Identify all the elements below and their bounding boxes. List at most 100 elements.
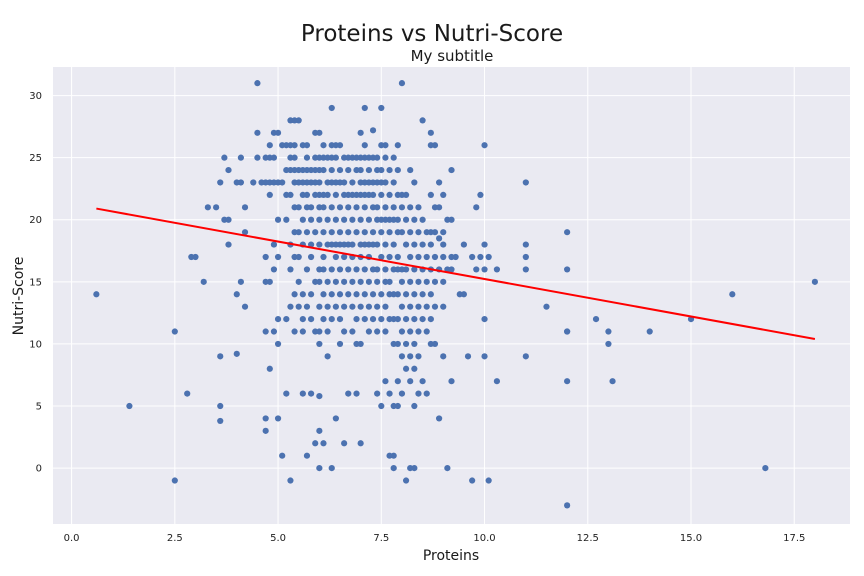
scatter-point (398, 229, 406, 236)
scatter-point (382, 266, 389, 273)
scatter-point (493, 266, 501, 273)
scatter-point (431, 303, 439, 310)
scatter-point (415, 229, 422, 236)
scatter-point (316, 328, 323, 335)
scatter-point (469, 477, 476, 484)
scatter-point (427, 191, 434, 199)
scatter-point (320, 204, 327, 211)
scatter-point (349, 216, 356, 223)
scatter-point (402, 365, 410, 372)
scatter-point (382, 154, 389, 161)
scatter-point (200, 278, 207, 285)
scatter-point (361, 229, 368, 236)
scatter-point (270, 154, 278, 161)
scatter-point (374, 303, 381, 310)
scatter-point (481, 315, 488, 323)
scatter-point (341, 179, 348, 186)
scatter-point (316, 303, 323, 310)
scatter-point (386, 191, 393, 199)
scatter-point (349, 328, 356, 335)
scatter-point (287, 266, 294, 273)
scatter-point (481, 241, 488, 248)
scatter-point (378, 166, 385, 174)
scatter-point (270, 328, 278, 335)
scatter-point (407, 278, 414, 285)
scatter-point (361, 104, 368, 112)
scatter-point (274, 253, 282, 261)
scatter-point (336, 291, 344, 298)
scatter-point (419, 315, 426, 323)
scatter-point (382, 179, 389, 186)
scatter-point (361, 315, 368, 323)
scatter-point (365, 216, 373, 223)
scatter-point (357, 340, 364, 348)
scatter-point (415, 390, 422, 397)
scatter-point (394, 142, 401, 149)
scatter-point (382, 204, 389, 211)
scatter-point (217, 353, 224, 360)
scatter-point (522, 241, 529, 248)
scatter-point (307, 315, 315, 323)
scatter-point (481, 353, 488, 360)
scatter-point (365, 328, 373, 335)
scatter-point (345, 204, 352, 211)
scatter-point (407, 328, 414, 335)
scatter-point (291, 142, 298, 149)
scatter-point (295, 253, 302, 261)
scatter-point (440, 191, 447, 199)
scatter-point (427, 129, 434, 136)
scatter-point (374, 241, 381, 248)
y-tick-label: 5 (36, 402, 42, 413)
scatter-point (394, 291, 401, 298)
scatter-point (349, 179, 356, 186)
scatter-point (398, 390, 406, 397)
scatter-point (411, 402, 418, 410)
scatter-point (398, 303, 406, 310)
scatter-point (287, 191, 294, 199)
scatter-point (332, 154, 339, 161)
scatter-point (336, 229, 344, 236)
scatter-point (241, 303, 249, 310)
scatter-point (369, 127, 377, 134)
scatter-point (353, 291, 360, 298)
scatter-point (485, 253, 492, 261)
scatter-point (415, 204, 422, 211)
scatter-point (493, 378, 501, 385)
scatter-point (423, 303, 430, 310)
scatter-point (316, 216, 323, 223)
scatter-point (402, 340, 410, 348)
scatter-point (307, 253, 315, 261)
scatter-point (440, 353, 447, 360)
scatter-point (427, 241, 434, 248)
scatter-point (762, 465, 769, 472)
scatter-point (564, 378, 571, 385)
scatter-point (262, 253, 269, 261)
scatter-point (415, 328, 422, 335)
scatter-point (481, 142, 488, 149)
scatter-point (320, 229, 327, 236)
scatter-point (431, 142, 439, 149)
scatter-point (336, 315, 344, 323)
scatter-point (369, 315, 377, 323)
scatter-point (564, 229, 571, 236)
scatter-point (353, 204, 360, 211)
scatter-point (394, 378, 401, 385)
scatter-point (411, 340, 418, 348)
scatter-point (303, 142, 311, 149)
scatter-point (316, 427, 323, 434)
scatter-point (341, 303, 348, 310)
y-tick-label: 20 (29, 215, 42, 226)
scatter-point (217, 179, 224, 186)
trend-line (96, 207, 816, 340)
scatter-point (522, 253, 529, 261)
scatter-point (171, 477, 178, 484)
scatter-point (605, 328, 612, 335)
scatter-point (324, 303, 331, 310)
scatter-point (316, 129, 323, 136)
scatter-point (316, 179, 323, 186)
scatter-point (564, 266, 571, 273)
scatter-point (390, 452, 397, 459)
scatter-point (378, 104, 385, 112)
scatter-point (299, 390, 306, 397)
scatter-point (411, 465, 418, 472)
